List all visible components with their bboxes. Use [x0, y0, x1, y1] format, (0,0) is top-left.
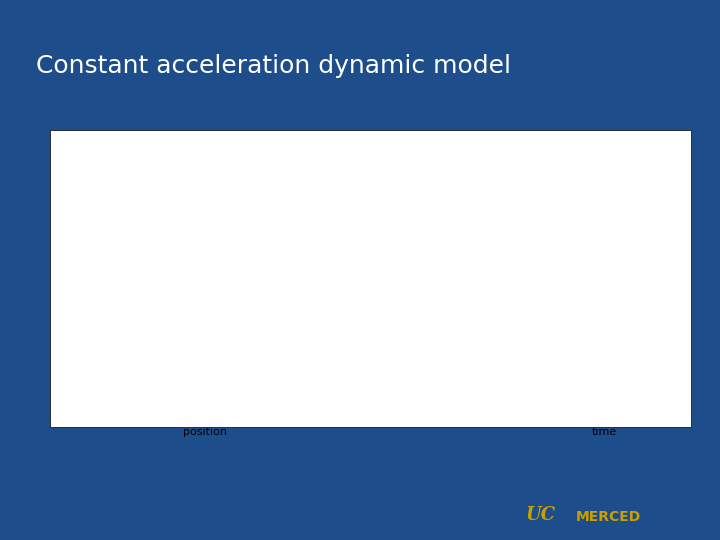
Text: velocity: velocity: [76, 168, 120, 179]
Text: UC: UC: [526, 506, 556, 524]
Text: position: position: [183, 428, 228, 437]
Text: MERCED: MERCED: [576, 510, 642, 524]
Text: time: time: [592, 428, 618, 437]
Text: position: position: [432, 168, 476, 179]
Text: Constant acceleration dynamic model: Constant acceleration dynamic model: [36, 54, 511, 78]
